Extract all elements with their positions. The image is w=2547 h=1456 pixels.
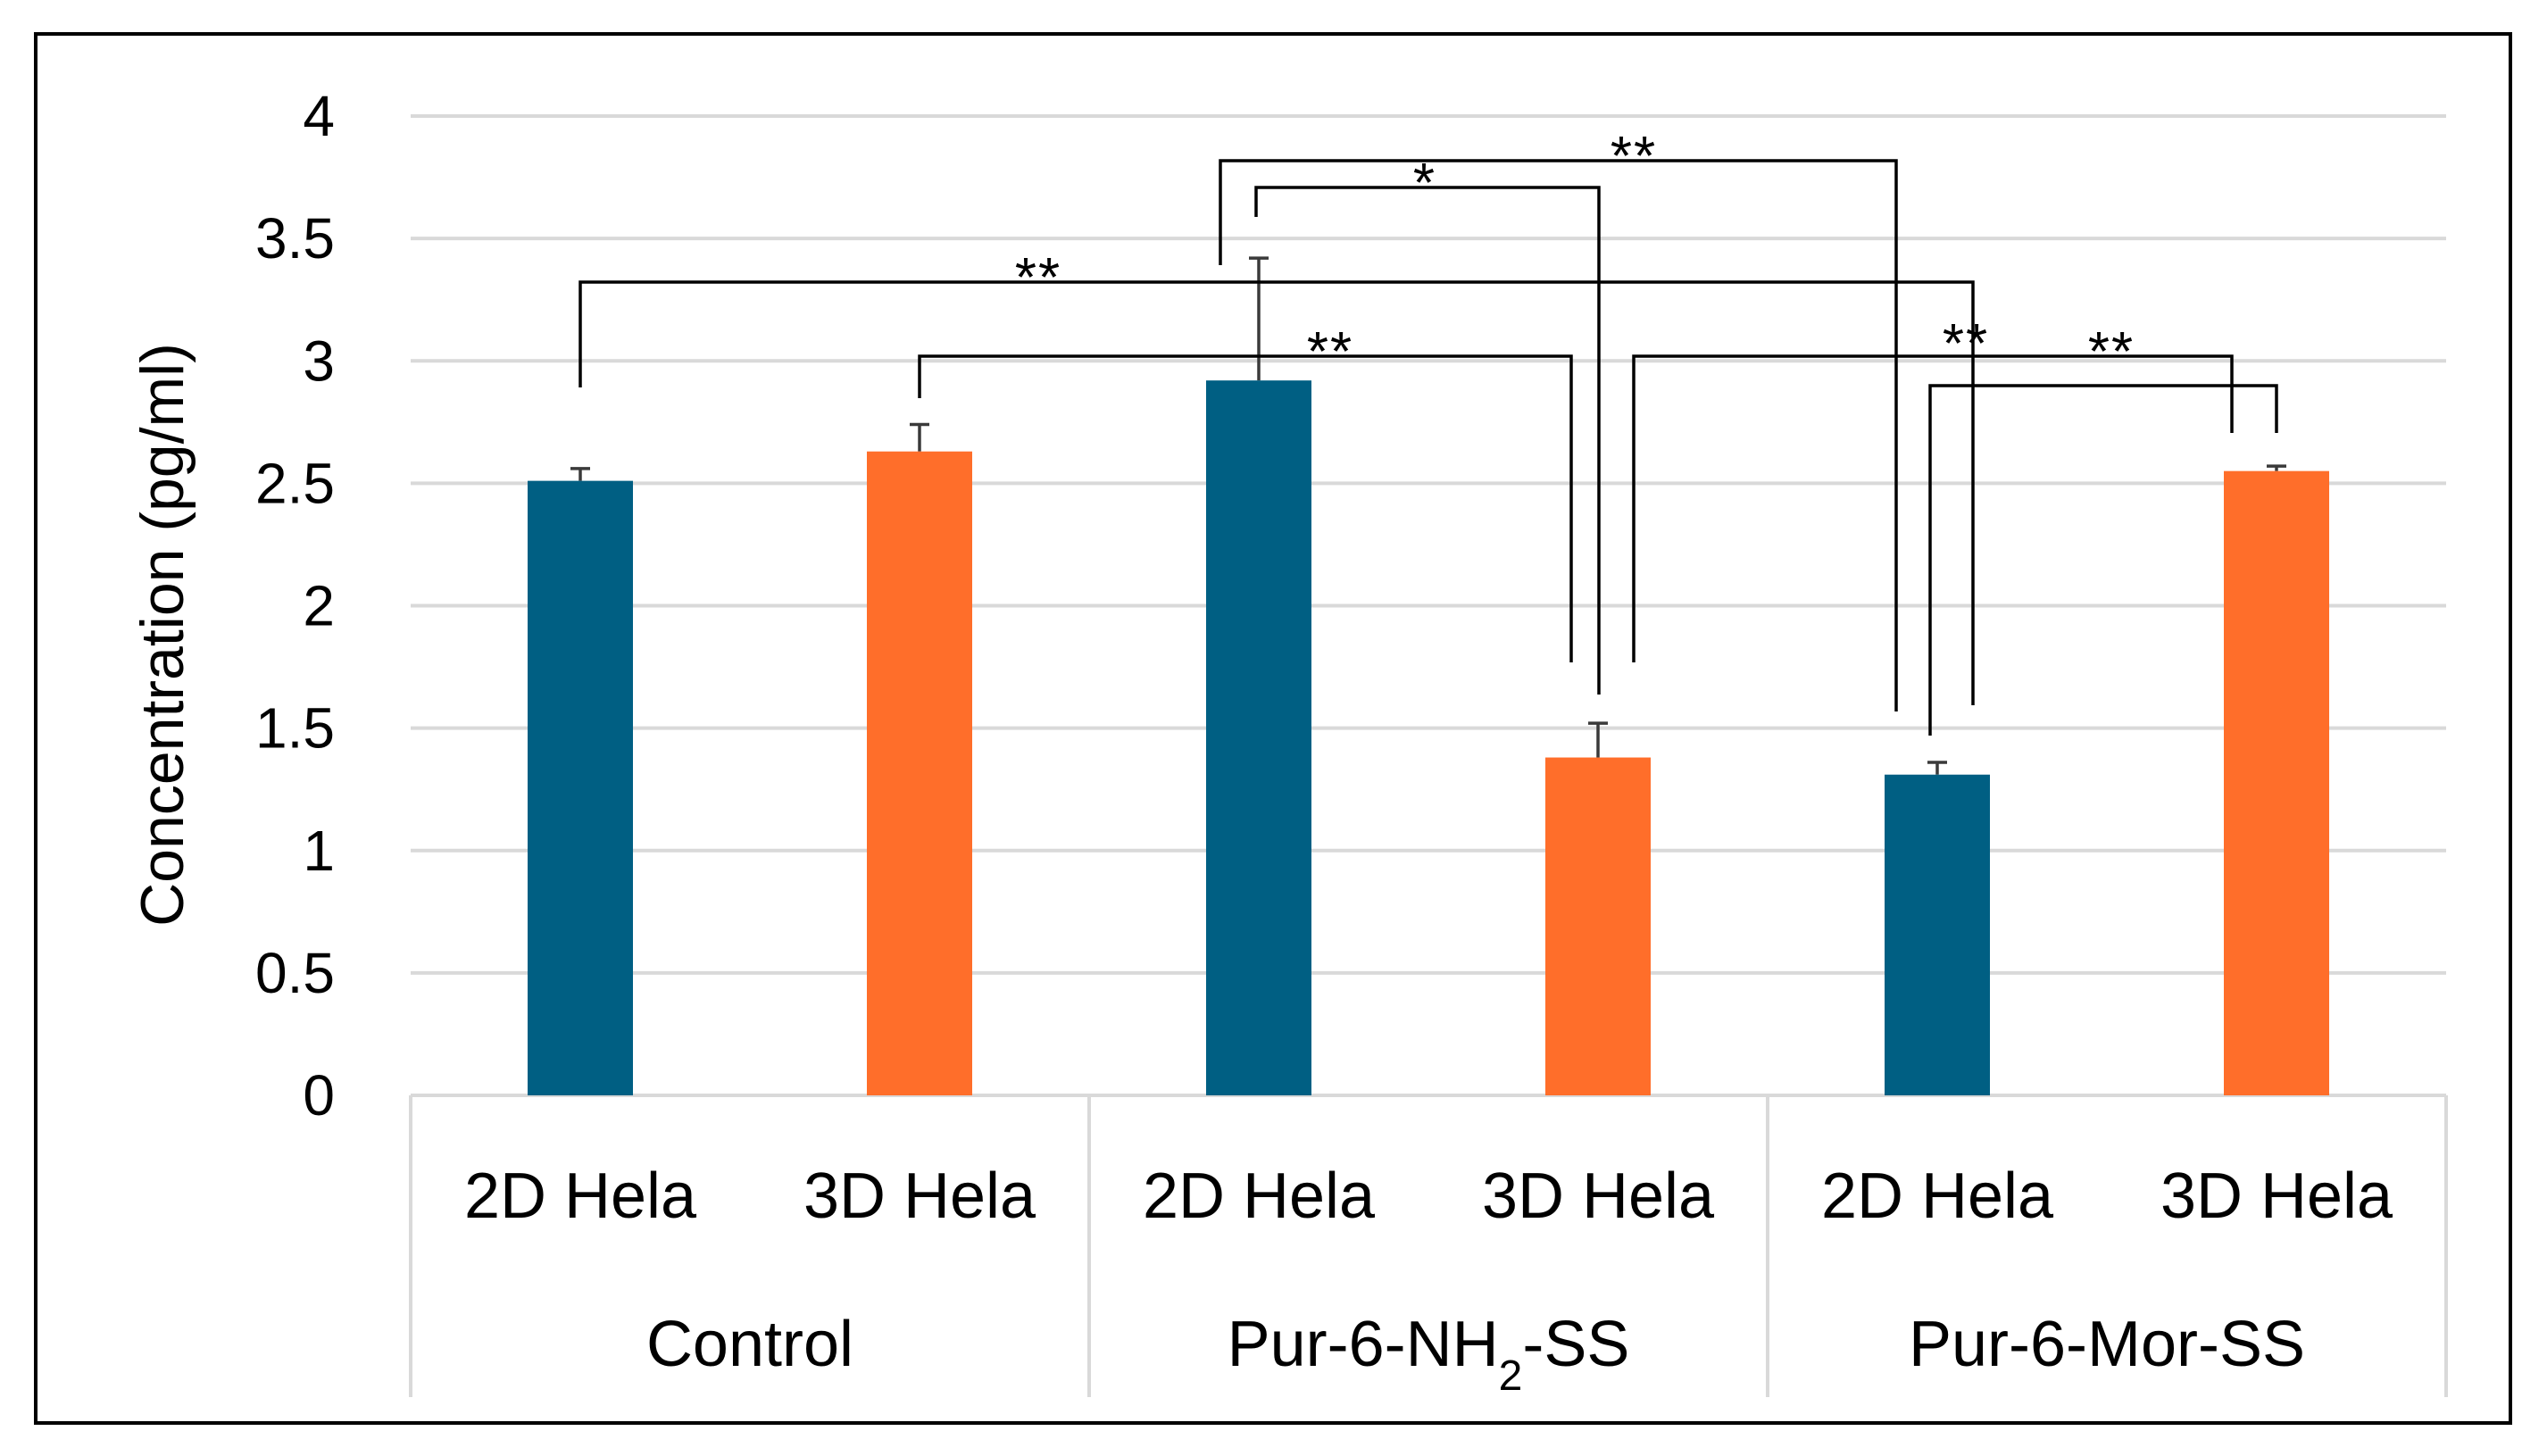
category-label: 2D Hela <box>1821 1161 2054 1232</box>
significance-bracket <box>1254 186 1601 695</box>
y-axis-ticks: 0 0.5 1 1.5 2 2.5 3 3.5 4 <box>255 84 335 1127</box>
significance-brackets: ***** ****** <box>578 126 2278 736</box>
group-label-tail: -SS <box>1522 1309 1629 1380</box>
y-axis-label: Concentration (pg/ml) <box>129 343 196 927</box>
y-tick-label: 3.5 <box>255 206 335 270</box>
significance-label: ** <box>1611 126 1657 187</box>
group-label-subscript: 2 <box>1499 1352 1523 1400</box>
category-label: 2D Hela <box>1143 1161 1376 1232</box>
significance-label: ** <box>1943 313 1989 375</box>
significance-label: ** <box>1307 321 1353 383</box>
bars <box>528 256 2329 1095</box>
significance-bracket <box>918 354 1573 662</box>
group-label-main: Control <box>646 1309 853 1380</box>
significance-bracket <box>1219 159 1898 711</box>
bar <box>528 480 633 1095</box>
bar <box>2224 470 2329 1095</box>
y-tick-label: 0.5 <box>255 941 335 1005</box>
y-tick-label: 1.5 <box>255 696 335 761</box>
category-label: 2D Hela <box>464 1161 697 1232</box>
group-label: Pur-6-Mor-SS <box>1909 1309 2305 1380</box>
y-tick-label: 0 <box>303 1063 335 1127</box>
category-label: 3D Hela <box>803 1161 1036 1232</box>
y-tick-label: 1 <box>303 819 335 883</box>
group-label-main: Pur-6-Mor-SS <box>1909 1309 2305 1380</box>
category-label: 3D Hela <box>1482 1161 1715 1232</box>
significance-label: ** <box>1015 247 1061 309</box>
y-tick-label: 3 <box>303 329 335 393</box>
category-axis: 2D Hela 3D Hela 2D Hela 3D Hela 2D Hela 3D He… <box>409 1094 2448 1400</box>
group-label: Control <box>646 1309 853 1380</box>
y-tick-label: 2.5 <box>255 451 335 515</box>
gridlines <box>411 114 2446 975</box>
bar <box>1545 757 1651 1095</box>
significance-label: ** <box>2088 321 2135 383</box>
significance-label: * <box>1413 153 1436 214</box>
y-tick-label: 2 <box>303 574 335 638</box>
significance-bracket <box>1632 354 2234 662</box>
group-label: Pur-6-NH2-SS <box>1228 1309 1630 1400</box>
group-label-main: Pur-6-NH <box>1228 1309 1499 1380</box>
bar <box>867 451 972 1095</box>
category-label: 3D Hela <box>2160 1161 2393 1232</box>
significance-bracket <box>1928 384 2278 736</box>
y-tick-label: 4 <box>303 84 335 148</box>
bar <box>1206 380 1311 1095</box>
bar <box>1885 774 1990 1095</box>
significance-bracket <box>578 280 1975 705</box>
